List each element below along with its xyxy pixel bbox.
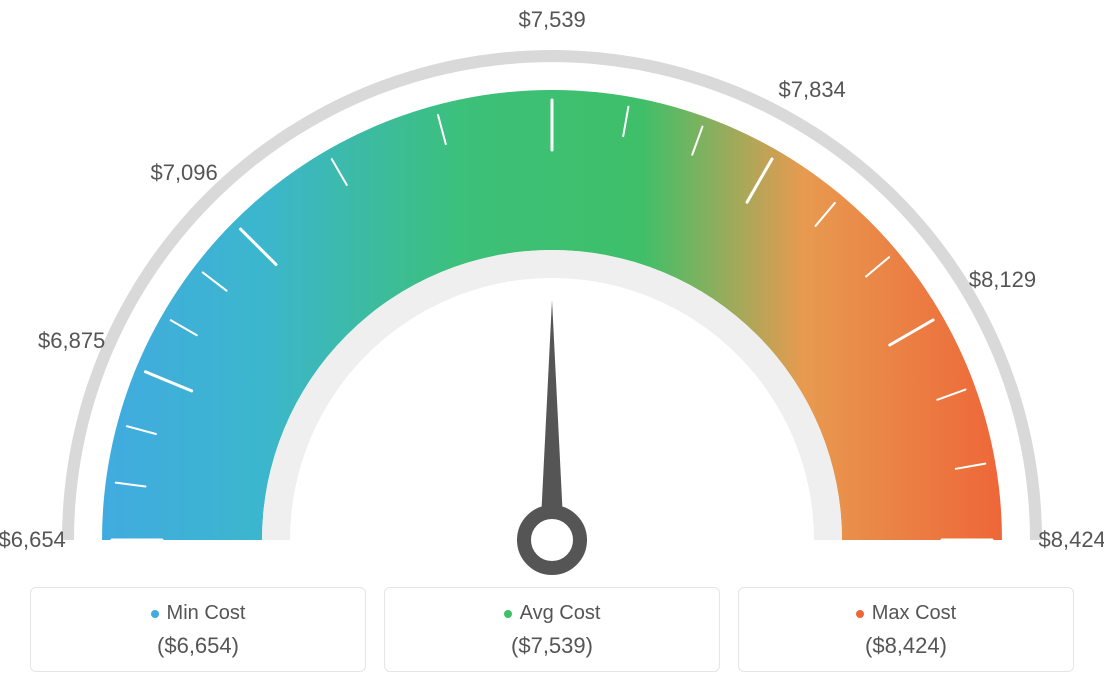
legend-max-title: Max Cost: [749, 602, 1063, 625]
legend-avg-title: Avg Cost: [395, 602, 709, 625]
cost-gauge-chart: $6,654 $6,875 $7,096 $7,539 $7,834 $8,129 $8,4…: [0, 0, 1104, 690]
legend-min-title: Min Cost: [41, 602, 355, 625]
gauge-area: $6,654$6,875$7,096$7,539$7,834$8,129$8,4…: [52, 20, 1052, 540]
scale-label: $7,096: [150, 160, 217, 186]
scale-label: $6,875: [38, 328, 105, 354]
legend-avg-title-text: Avg Cost: [520, 602, 601, 624]
legend-row: Min Cost ($6,654) Avg Cost ($7,539) Max …: [30, 587, 1074, 672]
legend-max-value: ($8,424): [749, 633, 1063, 659]
legend-card-max: Max Cost ($8,424): [738, 587, 1074, 672]
legend-max-title-text: Max Cost: [872, 602, 956, 624]
legend-min-value: ($6,654): [41, 633, 355, 659]
scale-label: $8,424: [1039, 527, 1104, 553]
scale-label: $8,129: [969, 267, 1036, 293]
legend-card-avg: Avg Cost ($7,539): [384, 587, 720, 672]
scale-label: $7,539: [519, 7, 586, 33]
scale-label: $6,654: [0, 527, 66, 553]
scale-label: $7,834: [779, 77, 846, 103]
legend-card-min: Min Cost ($6,654): [30, 587, 366, 672]
legend-avg-value: ($7,539): [395, 633, 709, 659]
gauge-svg: [52, 20, 1052, 580]
legend-min-title-text: Min Cost: [167, 602, 246, 624]
